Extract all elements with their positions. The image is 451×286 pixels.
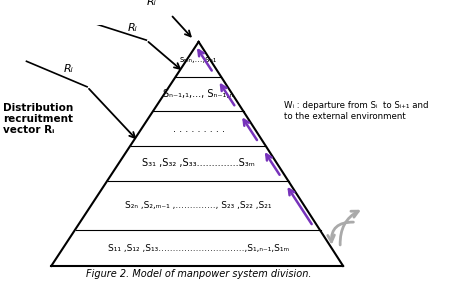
Text: Wᵢ : departure from Sᵢ  to Sᵢ₊₁ and: Wᵢ : departure from Sᵢ to Sᵢ₊₁ and [284,101,428,110]
Text: recruitment: recruitment [3,114,73,124]
Text: S₂ₙ ,S₂,ₘ₋₁ ,.............., S₂₃ ,S₂₂ ,S₂₁: S₂ₙ ,S₂,ₘ₋₁ ,.............., S₂₃ ,S₂₂ ,S… [125,201,271,210]
Text: Sₙ₋₁,₁,..., Sₙ₋₁,ₙ: Sₙ₋₁,₁,..., Sₙ₋₁,ₙ [163,89,233,99]
Text: S₃₁ ,S₃₂ ,S₃₃..............S₃ₘ: S₃₁ ,S₃₂ ,S₃₃..............S₃ₘ [142,158,254,168]
Text: S₁₁ ,S₁₂ ,S₁₃..............................,S₁,ₙ₋₁,S₁ₘ: S₁₁ ,S₁₂ ,S₁₃...........................… [108,243,289,253]
Text: Figure 2. Model of manpower system division.: Figure 2. Model of manpower system divis… [86,269,311,279]
Text: Rᵢ: Rᵢ [127,23,137,33]
Text: . . . . . . . . .: . . . . . . . . . [172,124,224,134]
Text: sₘₙ,...,sₙ₁: sₘₙ,...,sₙ₁ [179,55,217,64]
Text: to the external environment: to the external environment [284,112,405,121]
Text: vector Rᵢ: vector Rᵢ [3,125,54,135]
Text: Rᵢ: Rᵢ [64,64,73,74]
Text: Distribution: Distribution [3,103,73,113]
Text: Rᵢ: Rᵢ [147,0,156,7]
